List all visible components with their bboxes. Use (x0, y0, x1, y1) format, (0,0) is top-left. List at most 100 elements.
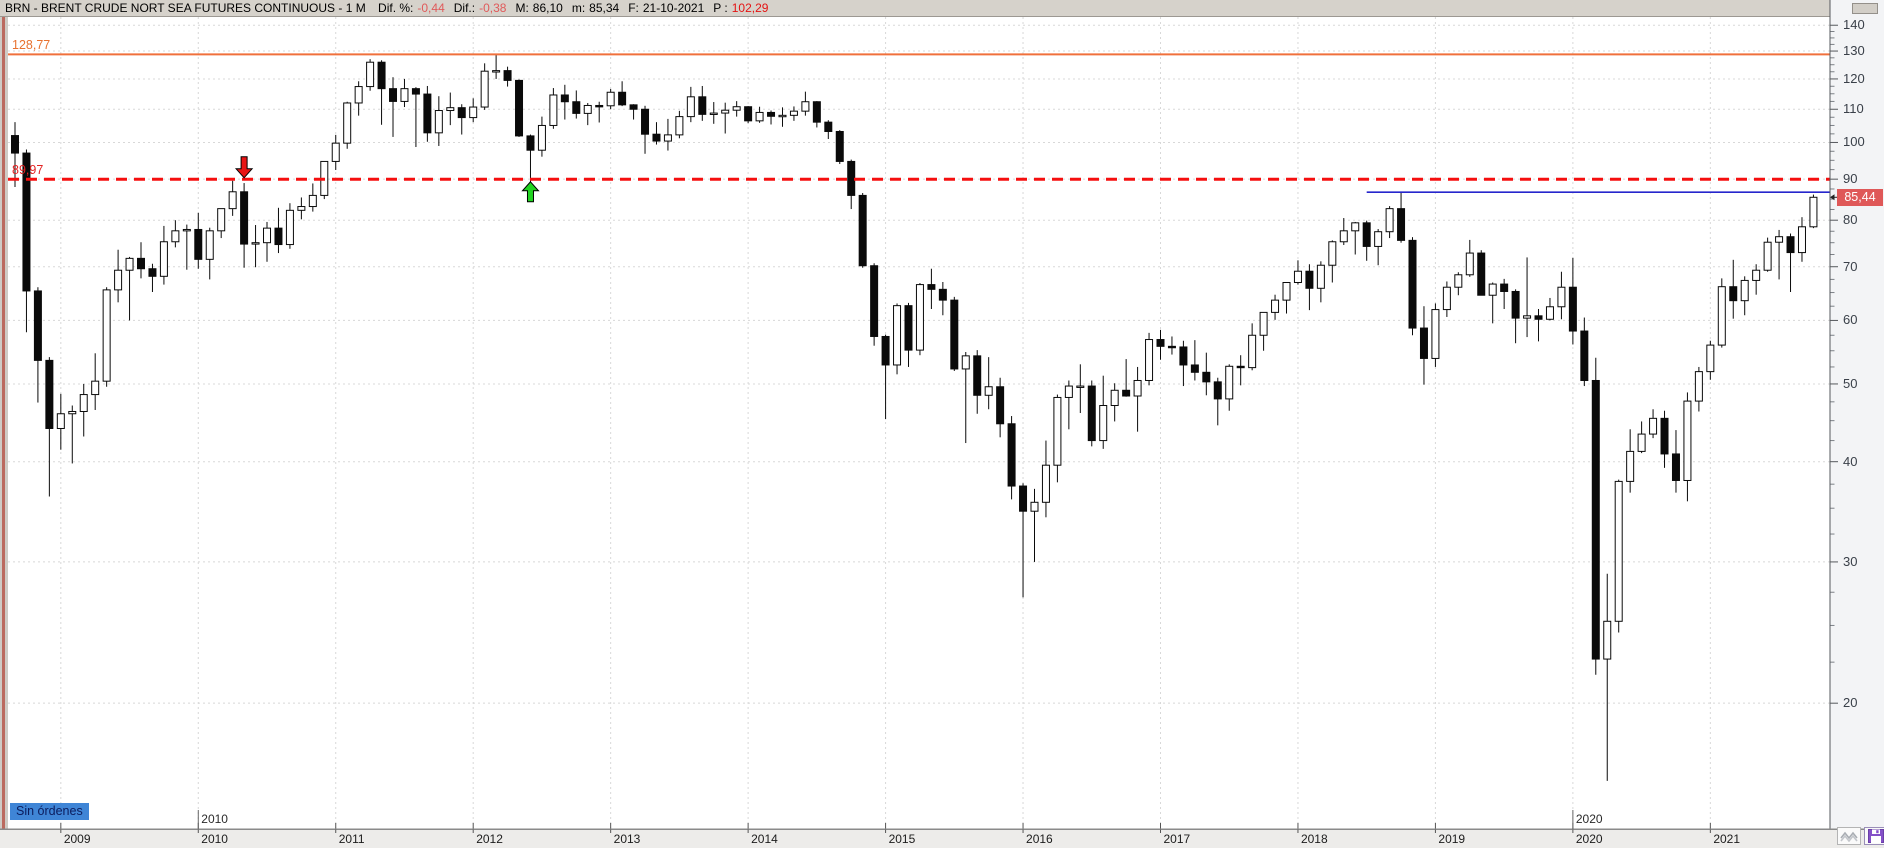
save-icon (1868, 829, 1884, 843)
candle-body (263, 227, 272, 244)
candle-body (1763, 241, 1772, 271)
year-axis-label: 2009 (63, 832, 91, 846)
titlebar-field-label: m: (571, 1, 586, 15)
titlebar-field-label: M: (515, 1, 529, 15)
price-axis-label: 90 (1843, 171, 1858, 187)
candle-body (1477, 252, 1486, 296)
candle-body (1305, 270, 1314, 289)
candle-body (1213, 381, 1222, 400)
price-axis-label: 130 (1843, 43, 1865, 59)
candle-body (1122, 389, 1131, 397)
candle-body (56, 413, 65, 429)
price-axis-label: 20 (1843, 695, 1858, 711)
candle-body (583, 104, 592, 114)
candle-body (1041, 464, 1050, 503)
candle-body (709, 112, 718, 115)
candle-body (1660, 417, 1669, 455)
year-axis-label: 2010 (201, 832, 228, 846)
candle-body (68, 410, 77, 415)
candle-body (1752, 269, 1761, 281)
candle-body (480, 70, 489, 108)
candle-body (1523, 315, 1532, 319)
candle-body (1786, 236, 1795, 254)
candle-body (114, 269, 123, 291)
titlebar-field-label: F: (628, 1, 639, 15)
year-axis-label: 2016 (1026, 832, 1053, 846)
candle-body (732, 106, 741, 111)
candle-body (331, 142, 340, 162)
year-axis-label: 2020 (1575, 832, 1603, 846)
candle-body (251, 242, 260, 245)
year-axis-label: 2021 (1713, 832, 1741, 846)
candle-body (1706, 344, 1715, 373)
candle-body (1351, 222, 1360, 232)
candle-body (1385, 208, 1394, 233)
candle-body (377, 61, 386, 90)
candle-body (893, 305, 902, 366)
year-axis-label: 2018 (1300, 832, 1328, 846)
candle-body (308, 194, 317, 208)
candle-body (1293, 270, 1302, 284)
candle-body (1603, 620, 1612, 660)
candle-body (400, 88, 409, 102)
candle-body (1568, 286, 1577, 332)
price-axis[interactable] (1830, 0, 1884, 829)
titlebar-field-label: P : (713, 1, 728, 15)
candle-body (915, 284, 924, 351)
candle-body (526, 135, 535, 151)
level-price-label: 89,97 (12, 163, 44, 178)
candle-body (1328, 241, 1337, 266)
save-button[interactable] (1864, 827, 1884, 845)
left-edge-strip (0, 0, 8, 848)
candle-body (663, 134, 672, 142)
candle-body (354, 86, 363, 104)
candle-body (182, 228, 191, 232)
candle-body (984, 386, 993, 396)
badge-pointer-arrow (1830, 194, 1835, 201)
candle-body (595, 104, 604, 108)
candle-body (1545, 306, 1554, 320)
candle-body (22, 152, 31, 292)
candle-body (411, 88, 420, 95)
candle-body (652, 133, 661, 142)
last-price-badge: 85,44 (1837, 188, 1883, 206)
price-axis-label: 100 (1843, 134, 1865, 150)
candle-body (1511, 290, 1520, 319)
titlebar-field-value: 85,34 (589, 1, 620, 15)
candle-body (1190, 364, 1199, 373)
candle-body (1500, 283, 1509, 292)
candle-body (1649, 417, 1658, 435)
candle-body (1557, 286, 1566, 308)
candle-body (1809, 196, 1818, 228)
candle-body (686, 96, 695, 118)
candle-body (1397, 208, 1406, 241)
candle-body (1236, 365, 1245, 369)
year-axis-label: 2017 (1163, 832, 1191, 846)
candle-body (1614, 480, 1623, 622)
candle-body (1179, 346, 1188, 366)
titlebar-field-value: 102,29 (731, 1, 769, 15)
candle-body (641, 108, 650, 135)
candle-body (618, 91, 627, 106)
candle-body (205, 230, 214, 260)
candle-body (389, 88, 398, 102)
candle-body (1454, 274, 1463, 288)
candle-body (1534, 315, 1543, 320)
candle-body (973, 355, 982, 396)
candle-body (11, 135, 19, 154)
candle-body (492, 70, 501, 73)
candle-body (1316, 264, 1325, 289)
candle-body (102, 289, 111, 382)
candle-body (606, 91, 615, 107)
candle-body (446, 107, 455, 112)
candle-body (812, 101, 821, 123)
candle-body (904, 305, 913, 351)
candle-body (434, 110, 443, 134)
candle-body (1797, 226, 1806, 254)
indicator-button[interactable] (1837, 827, 1861, 845)
candle-body (366, 61, 375, 88)
candle-body (148, 268, 157, 277)
candle-body (560, 94, 569, 103)
